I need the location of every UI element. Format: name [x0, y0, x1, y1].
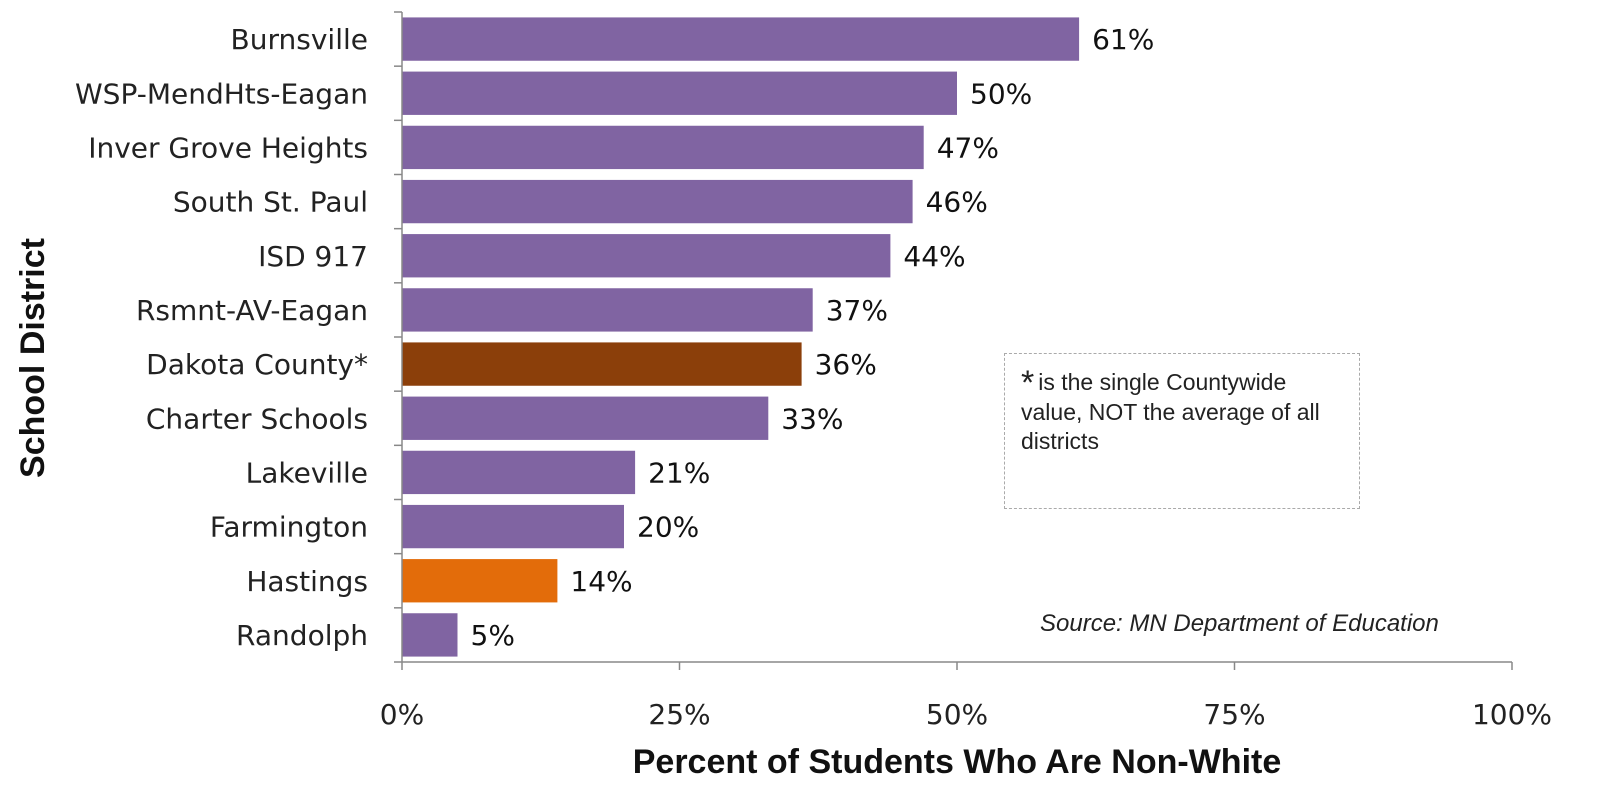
category-label-farmington: Farmington	[210, 511, 368, 544]
bars-group	[402, 17, 1080, 657]
bar-farmington	[402, 504, 624, 549]
data-label-south-st-paul: 46%	[926, 186, 988, 219]
data-label-lakeville: 21%	[648, 456, 710, 489]
category-label-wsp-mendhts-eagan: WSP-MendHts-Eagan	[75, 77, 368, 110]
x-tick-label: 75%	[1203, 698, 1265, 731]
category-label-rsmnt-av-eagan: Rsmnt-AV-Eagan	[136, 294, 368, 327]
bar-south-st-paul	[402, 179, 913, 224]
data-label-isd-917: 44%	[903, 240, 965, 273]
data-label-farmington: 20%	[637, 511, 699, 544]
category-labels: Burnsville WSP-MendHts-Eagan Inver Grove H…	[75, 23, 368, 652]
category-label-dakota-county: Dakota County*	[146, 348, 368, 381]
footnote-text: is the single Countywide value, NOT the …	[1021, 369, 1320, 454]
bar-hastings	[402, 559, 558, 603]
axes	[394, 11, 1513, 670]
footnote-box: * is the single Countywide value, NOT the…	[1004, 353, 1360, 509]
category-label-lakeville: Lakeville	[246, 456, 368, 489]
x-tick-label: 50%	[926, 698, 988, 731]
x-tick-label: 0%	[380, 698, 424, 731]
data-label-rsmnt-av-eagan: 37%	[826, 294, 888, 327]
category-label-randolph: Randolph	[236, 619, 368, 652]
bar-randolph	[402, 613, 458, 657]
y-axis-title: School District	[14, 238, 52, 478]
category-label-inver-grove-heights: Inver Grove Heights	[88, 131, 368, 164]
x-tick-labels: 0% 25% 50% 75% 100%	[380, 698, 1552, 731]
bar-isd-917	[402, 234, 891, 278]
bar-lakeville	[402, 450, 636, 495]
bar-wsp-mendhts-eagan	[402, 71, 957, 115]
x-tick-label: 100%	[1472, 698, 1552, 731]
category-label-burnsville: Burnsville	[231, 23, 368, 56]
data-labels: 61% 50% 47% 46% 44% 37% 36% 33% 21% 20%14% 5%	[471, 23, 1155, 652]
asterisk-symbol: *	[1021, 364, 1035, 402]
bar-burnsville	[402, 17, 1080, 61]
category-label-hastings: Hastings	[246, 565, 368, 598]
bar-charter-schools	[402, 396, 769, 440]
category-label-isd-917: ISD 917	[258, 240, 368, 273]
source-note: Source: MN Department of Education	[1040, 610, 1439, 637]
data-label-wsp-mendhts-eagan: 50%	[970, 77, 1032, 110]
data-label-inver-grove-heights: 47%	[937, 131, 999, 164]
data-label-randolph: 5%	[471, 619, 515, 652]
data-label-burnsville: 61%	[1092, 23, 1154, 56]
category-label-south-st-paul: South St. Paul	[173, 186, 368, 219]
bar-rsmnt-av-eagan	[402, 288, 813, 332]
category-label-charter-schools: Charter Schools	[146, 402, 368, 435]
bar-inver-grove-heights	[402, 125, 924, 170]
bar-dakota-county	[402, 342, 802, 386]
data-label-hastings: 14%	[570, 565, 632, 598]
x-axis-title: Percent of Students Who Are Non-White	[633, 743, 1282, 781]
data-label-dakota-county: 36%	[815, 348, 877, 381]
x-tick-label: 25%	[648, 698, 710, 731]
data-label-charter-schools: 33%	[781, 402, 843, 435]
